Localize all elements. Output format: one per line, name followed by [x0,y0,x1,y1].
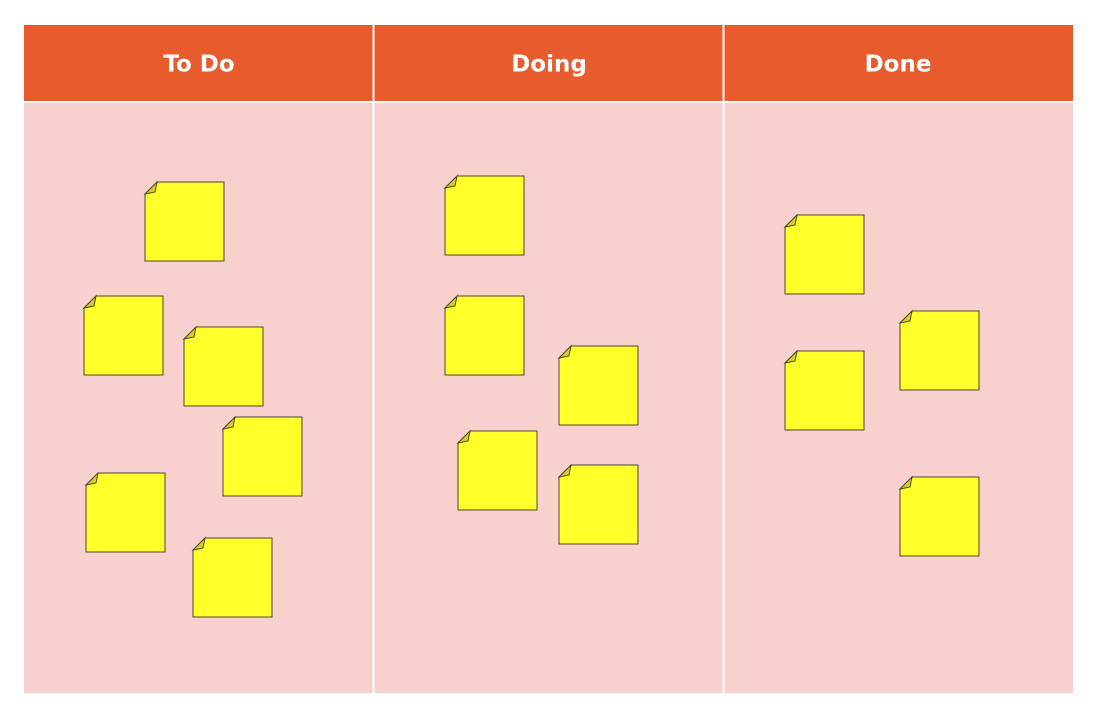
sticky-note[interactable] [444,175,525,256]
sticky-note[interactable] [192,537,273,618]
note-fold [783,213,798,228]
sticky-note[interactable] [444,295,525,376]
note-fold [443,174,458,189]
note-fold [182,325,197,340]
sticky-note[interactable] [457,430,538,511]
sticky-note[interactable] [558,464,639,545]
note-fold [82,294,97,309]
sticky-note[interactable] [222,416,303,497]
sticky-note[interactable] [784,214,865,295]
note-fold [191,536,206,551]
sticky-note[interactable] [784,350,865,431]
column-title: To Do [163,52,234,78]
note-fold [84,471,99,486]
note-fold [557,463,572,478]
sticky-notes [82,174,980,618]
sticky-note[interactable] [899,476,980,557]
sticky-note[interactable] [899,310,980,391]
note-fold [898,309,913,324]
note-fold [143,180,158,195]
note-fold [456,429,471,444]
column-title: Done [865,52,932,78]
note-fold [783,349,798,364]
note-fold [221,415,236,430]
sticky-note[interactable] [83,295,164,376]
header-row [24,25,1073,101]
sticky-note[interactable] [144,181,225,262]
sticky-note[interactable] [183,326,264,407]
note-fold [443,294,458,309]
sticky-note[interactable] [85,472,166,553]
note-fold [898,475,913,490]
note-fold [557,344,572,359]
column-title: Doing [511,52,587,78]
sticky-note[interactable] [558,345,639,426]
